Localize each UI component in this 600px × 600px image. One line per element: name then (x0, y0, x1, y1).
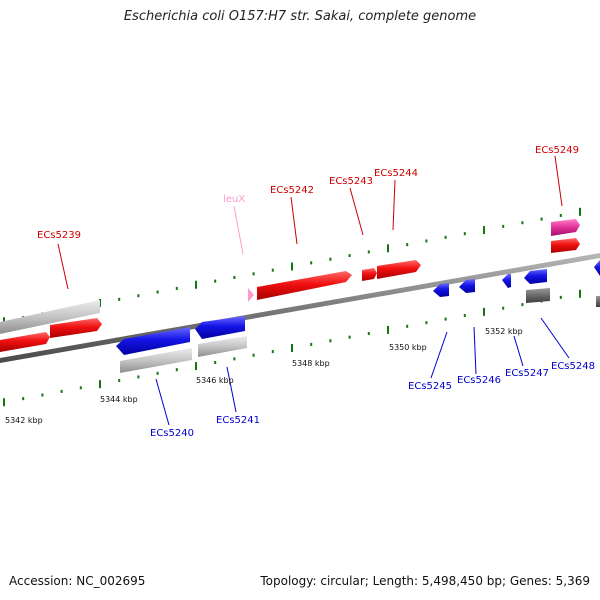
leuX-trna-feature[interactable] (248, 288, 254, 302)
gene-label-ECs5248[interactable]: ECs5248 (551, 361, 595, 372)
grey-feature-3[interactable] (198, 336, 247, 357)
leader-leuX (233, 205, 244, 255)
leader-ECs5245 (430, 331, 448, 379)
genome-summary-label: Topology: circular; Length: 5,498,450 bp… (260, 574, 590, 588)
grey-feature-1[interactable] (0, 300, 100, 334)
gene-label-ECs5244[interactable]: ECs5244 (374, 168, 418, 179)
gene-label-ECs5246[interactable]: ECs5246 (457, 375, 501, 386)
accession-label: Accession: NC_002695 (9, 574, 146, 588)
leader-ECs5249 (554, 155, 563, 207)
lower-scale-ticks (3, 289, 581, 407)
gene-ECs5248-feature[interactable] (524, 269, 547, 284)
leader-ECs5242 (290, 196, 298, 245)
gene-ECs5244-feature[interactable] (377, 260, 421, 279)
gene-ECs5240-feature[interactable] (116, 327, 190, 355)
gene-label-leuX[interactable]: leuX (223, 194, 245, 205)
gene-ECs5241-feature[interactable] (195, 316, 245, 339)
gene-ECs5246-feature[interactable] (459, 279, 475, 293)
scale-label-5342: 5342 kbp (5, 416, 43, 425)
leader-ECs5240 (155, 378, 170, 426)
rrna-ECs5249-feature[interactable] (551, 219, 580, 236)
gene-label-ECs5240[interactable]: ECs5240 (150, 428, 194, 439)
gene-edge-feature[interactable] (594, 260, 600, 276)
gene-label-ECs5245[interactable]: ECs5245 (408, 381, 452, 392)
gene-label-ECs5249[interactable]: ECs5249 (535, 145, 579, 156)
gene-ECs5247-feature[interactable] (502, 274, 511, 288)
gene-label-ECs5242[interactable]: ECs5242 (270, 185, 314, 196)
gene-ECs5243-feature[interactable] (362, 268, 377, 281)
gene-label-ECs5239[interactable]: ECs5239 (37, 230, 81, 241)
scale-label-5352: 5352 kbp (485, 327, 523, 336)
leader-ECs5239 (57, 243, 69, 290)
leader-ECs5247 (513, 335, 524, 367)
dark-feature[interactable] (526, 288, 550, 303)
scale-label-5350: 5350 kbp (389, 343, 427, 352)
scale-label-5346: 5346 kbp (196, 376, 234, 385)
gene-ECs5242-feature[interactable] (257, 271, 352, 300)
gene-ECs5239b-feature[interactable] (50, 318, 102, 338)
scale-label-5344: 5344 kbp (100, 395, 138, 404)
leader-ECs5241 (226, 366, 237, 413)
gene-ECs5249-feature[interactable] (551, 238, 580, 253)
grey-feature-edge[interactable] (596, 296, 600, 307)
gene-label-ECs5241[interactable]: ECs5241 (216, 415, 260, 426)
leader-ECs5243 (349, 187, 364, 236)
leader-ECs5244 (392, 179, 396, 231)
leader-ECs5248 (540, 317, 570, 359)
scale-label-5348: 5348 kbp (292, 359, 330, 368)
map-title: Escherichia coli O157:H7 str. Sakai, com… (123, 9, 477, 24)
gene-label-ECs5243[interactable]: ECs5243 (329, 176, 373, 187)
gene-ECs5245-feature[interactable] (433, 283, 449, 297)
grey-feature-2[interactable] (120, 348, 192, 373)
gene-ECs5239-feature[interactable] (0, 332, 50, 352)
gene-label-ECs5247[interactable]: ECs5247 (505, 368, 549, 379)
label-leader-lines (57, 155, 570, 426)
leader-ECs5246 (473, 326, 477, 375)
